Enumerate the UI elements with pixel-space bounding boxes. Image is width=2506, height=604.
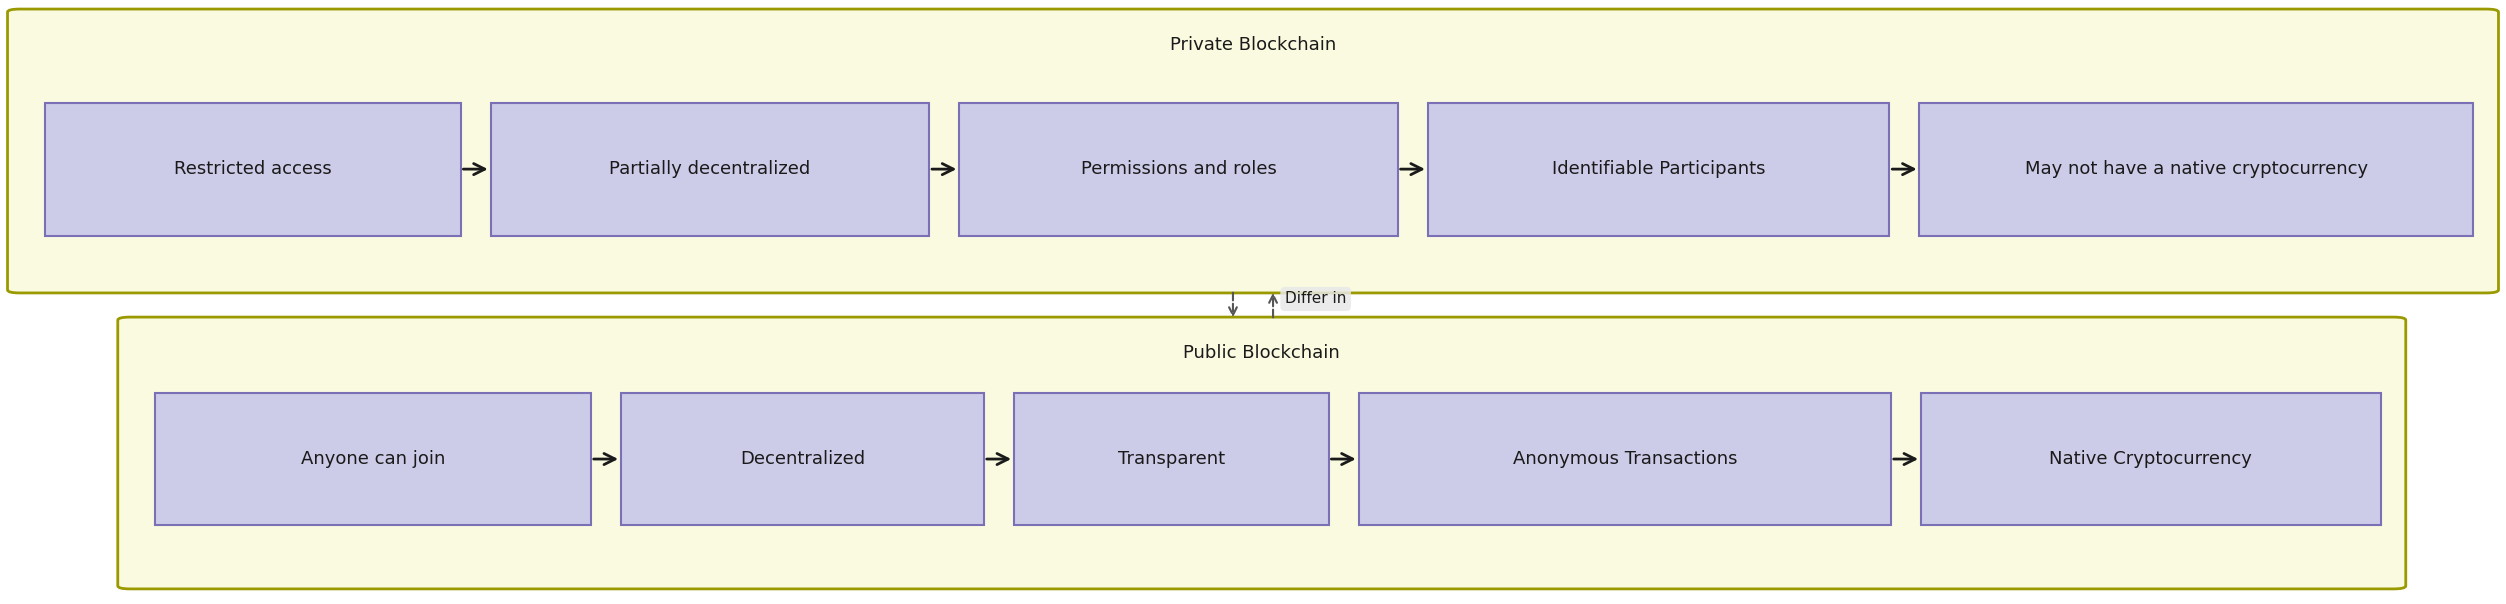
Text: May not have a native cryptocurrency: May not have a native cryptocurrency bbox=[2025, 160, 2368, 178]
Text: Decentralized: Decentralized bbox=[739, 450, 865, 468]
Text: Private Blockchain: Private Blockchain bbox=[1170, 36, 1336, 54]
FancyBboxPatch shape bbox=[1428, 103, 1890, 236]
FancyBboxPatch shape bbox=[118, 317, 2406, 589]
FancyBboxPatch shape bbox=[8, 9, 2498, 293]
Text: Identifiable Participants: Identifiable Participants bbox=[1551, 160, 1764, 178]
FancyBboxPatch shape bbox=[1358, 393, 1892, 525]
Text: Permissions and roles: Permissions and roles bbox=[1080, 160, 1276, 178]
Text: Differ in: Differ in bbox=[1286, 292, 1346, 306]
FancyBboxPatch shape bbox=[960, 103, 1398, 236]
Text: Restricted access: Restricted access bbox=[173, 160, 331, 178]
Text: Transparent: Transparent bbox=[1118, 450, 1225, 468]
FancyBboxPatch shape bbox=[155, 393, 591, 525]
Text: Native Cryptocurrency: Native Cryptocurrency bbox=[2050, 450, 2253, 468]
Text: Anyone can join: Anyone can join bbox=[301, 450, 446, 468]
FancyBboxPatch shape bbox=[1922, 393, 2381, 525]
Text: Anonymous Transactions: Anonymous Transactions bbox=[1514, 450, 1737, 468]
FancyBboxPatch shape bbox=[1015, 393, 1328, 525]
FancyBboxPatch shape bbox=[45, 103, 461, 236]
FancyBboxPatch shape bbox=[491, 103, 930, 236]
Text: Public Blockchain: Public Blockchain bbox=[1183, 344, 1341, 362]
FancyBboxPatch shape bbox=[1920, 103, 2473, 236]
Text: Partially decentralized: Partially decentralized bbox=[609, 160, 809, 178]
FancyBboxPatch shape bbox=[621, 393, 985, 525]
